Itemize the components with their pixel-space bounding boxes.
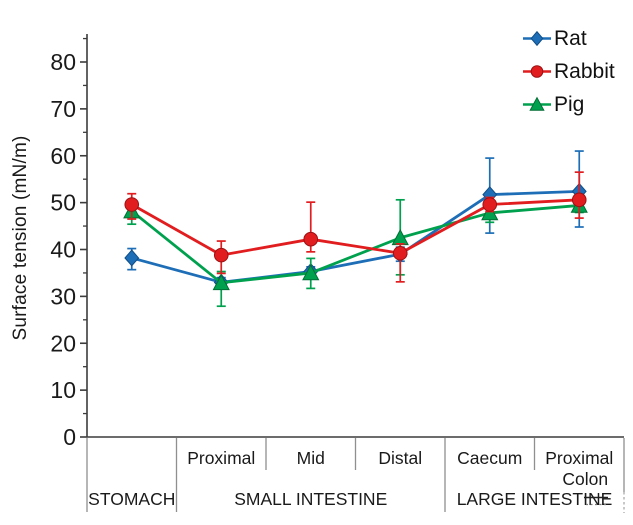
data-point-rabbit-2 — [303, 231, 319, 247]
y-axis-title: Surface tension (mN/m) — [10, 135, 31, 341]
legend-label-pig: Pig — [554, 92, 585, 116]
rat-diamond-marker-icon — [523, 30, 551, 47]
series-rabbit — [124, 171, 587, 283]
y-tick-label-70: 70 — [50, 96, 76, 122]
pig-triangle-marker-icon — [523, 96, 551, 111]
category-label-3: Distal — [378, 448, 422, 468]
series-line-pig — [130, 204, 581, 285]
category-label-1: Proximal — [187, 448, 255, 468]
series-line-rabbit — [130, 198, 581, 257]
rabbit-circle-marker-icon — [523, 65, 551, 78]
data-point-rabbit-0 — [124, 197, 140, 212]
legend-item-rat: Rat — [521, 26, 615, 51]
legend-marker-rabbit — [530, 65, 544, 78]
chart-legend: Rat Rabbit Pig — [521, 26, 615, 117]
legend-item-pig: Pig — [521, 92, 615, 117]
data-point-pig-1 — [212, 273, 230, 291]
y-tick-label-30: 30 — [50, 283, 76, 309]
data-point-rabbit-5 — [571, 192, 587, 208]
data-point-rabbit-3 — [392, 245, 408, 261]
data-point-rabbit-4 — [482, 197, 498, 212]
series-line-rat — [130, 189, 581, 284]
legend-label-rat: Rat — [554, 26, 587, 50]
legend-label-rabbit: Rabbit — [554, 59, 615, 83]
category-label-2: Mid — [297, 448, 325, 468]
legend-marker-rat — [530, 30, 544, 47]
y-tick-label-0: 0 — [63, 424, 76, 450]
y-tick-label-80: 80 — [50, 49, 76, 75]
group-label-small-intestine: SMALL INTESTINE — [234, 489, 387, 509]
series-pig — [123, 196, 588, 308]
y-tick-label-10: 10 — [50, 377, 76, 403]
data-point-pig-2 — [302, 264, 320, 281]
data-point-rabbit-1 — [213, 247, 229, 263]
category-label-5: Proximal — [545, 448, 613, 468]
legend-marker-pig — [529, 96, 545, 111]
data-point-pig-4 — [481, 204, 499, 221]
y-tick-label-20: 20 — [50, 330, 76, 356]
category-label-5-line2: Colon — [562, 469, 608, 489]
y-tick-label-50: 50 — [50, 190, 76, 216]
group-label-stomach: STOMACH — [88, 489, 175, 509]
series-rat — [124, 150, 587, 291]
data-point-rat-0 — [124, 249, 140, 267]
group-label-large-intestine: LARGE INTESTINE — [457, 489, 613, 509]
y-tick-label-40: 40 — [50, 237, 76, 263]
y-tick-label-60: 60 — [50, 143, 76, 169]
legend-item-rabbit: Rabbit — [521, 59, 615, 84]
category-label-4: Caecum — [457, 448, 522, 468]
